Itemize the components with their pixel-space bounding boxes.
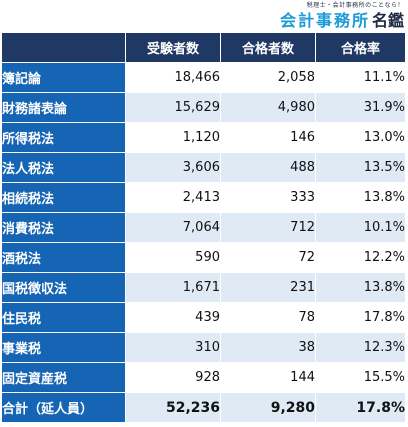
- table-row: 財務諸表論 15,629 4,980 31.9%: [1, 92, 406, 123]
- table-row: 住民税 439 78 17.8%: [1, 302, 406, 333]
- table-row: 固定資産税 928 144 15.5%: [1, 362, 406, 393]
- subject-label: 簿記論: [1, 62, 126, 93]
- examinees-cell: 1,120: [125, 122, 221, 153]
- logo-tagline: 税理士・会計事務所のことなら！: [306, 2, 404, 9]
- subject-label: 財務諸表論: [1, 92, 126, 123]
- passers-cell: 4,980: [220, 92, 316, 123]
- pass-rate-cell: 10.1%: [315, 212, 406, 243]
- passers-cell: 2,058: [220, 62, 316, 93]
- logo-suffix: 名鑑: [371, 11, 404, 30]
- examinees-cell: 15,629: [125, 92, 221, 123]
- pass-rate-cell: 17.8%: [315, 302, 406, 333]
- subject-label: 相続税法: [1, 182, 126, 213]
- examinees-cell: 928: [125, 362, 221, 393]
- examinees-cell: 1,671: [125, 272, 221, 303]
- subject-label: 事業税: [1, 332, 126, 363]
- table-row: 所得税法 1,120 146 13.0%: [1, 122, 406, 153]
- passers-cell: 72: [220, 242, 316, 273]
- pass-rate-cell: 11.1%: [315, 62, 406, 93]
- pass-rate-cell: 13.0%: [315, 122, 406, 153]
- passers-cell: 146: [220, 122, 316, 153]
- header-pass-rate: 合格率: [315, 32, 406, 63]
- total-passers-cell: 9,280: [220, 392, 316, 423]
- table-row: 法人税法 3,606 488 13.5%: [1, 152, 406, 183]
- total-label: 合計（延人員）: [1, 392, 126, 423]
- subject-label: 消費税法: [1, 212, 126, 243]
- examinees-cell: 439: [125, 302, 221, 333]
- logo-name: 会計事務所: [279, 11, 370, 30]
- pass-rate-cell: 12.2%: [315, 242, 406, 273]
- examinees-cell: 2,413: [125, 182, 221, 213]
- header-corner-cell: [1, 32, 126, 63]
- pass-rate-cell: 13.5%: [315, 152, 406, 183]
- passers-cell: 333: [220, 182, 316, 213]
- pass-rate-cell: 31.9%: [315, 92, 406, 123]
- table-header-row: 受験者数 合格者数 合格率: [1, 32, 406, 63]
- table-row: 消費税法 7,064 712 10.1%: [1, 212, 406, 243]
- pass-rate-cell: 13.8%: [315, 272, 406, 303]
- passers-cell: 78: [220, 302, 316, 333]
- table-row: 酒税法 590 72 12.2%: [1, 242, 406, 273]
- passers-cell: 231: [220, 272, 316, 303]
- passers-cell: 712: [220, 212, 316, 243]
- examinees-cell: 18,466: [125, 62, 221, 93]
- table-row: 国税徴収法 1,671 231 13.8%: [1, 272, 406, 303]
- table-row: 相続税法 2,413 333 13.8%: [1, 182, 406, 213]
- header-passers: 合格者数: [220, 32, 316, 63]
- total-examinees-cell: 52,236: [125, 392, 221, 423]
- subject-label: 所得税法: [1, 122, 126, 153]
- subject-label: 固定資産税: [1, 362, 126, 393]
- passers-cell: 38: [220, 332, 316, 363]
- table-row: 簿記論 18,466 2,058 11.1%: [1, 62, 406, 93]
- examinees-cell: 7,064: [125, 212, 221, 243]
- subject-label: 国税徴収法: [1, 272, 126, 303]
- subject-label: 酒税法: [1, 242, 126, 273]
- subject-label: 住民税: [1, 302, 126, 333]
- header-examinees: 受験者数: [125, 32, 221, 63]
- examinees-cell: 590: [125, 242, 221, 273]
- site-logo[interactable]: 税理士・会計事務所のことなら！ 会計事務所 名鑑: [254, 2, 404, 32]
- exam-results-table: 受験者数 合格者数 合格率 簿記論 18,466 2,058 11.1% 財務諸…: [1, 32, 406, 423]
- subject-label: 法人税法: [1, 152, 126, 183]
- total-row: 合計（延人員） 52,236 9,280 17.8%: [1, 392, 406, 423]
- passers-cell: 144: [220, 362, 316, 393]
- passers-cell: 488: [220, 152, 316, 183]
- pass-rate-cell: 15.5%: [315, 362, 406, 393]
- total-pass-rate-cell: 17.8%: [315, 392, 406, 423]
- pass-rate-cell: 13.8%: [315, 182, 406, 213]
- examinees-cell: 3,606: [125, 152, 221, 183]
- logo-wordmark: 会計事務所 名鑑: [280, 12, 404, 30]
- examinees-cell: 310: [125, 332, 221, 363]
- pass-rate-cell: 12.3%: [315, 332, 406, 363]
- table-row: 事業税 310 38 12.3%: [1, 332, 406, 363]
